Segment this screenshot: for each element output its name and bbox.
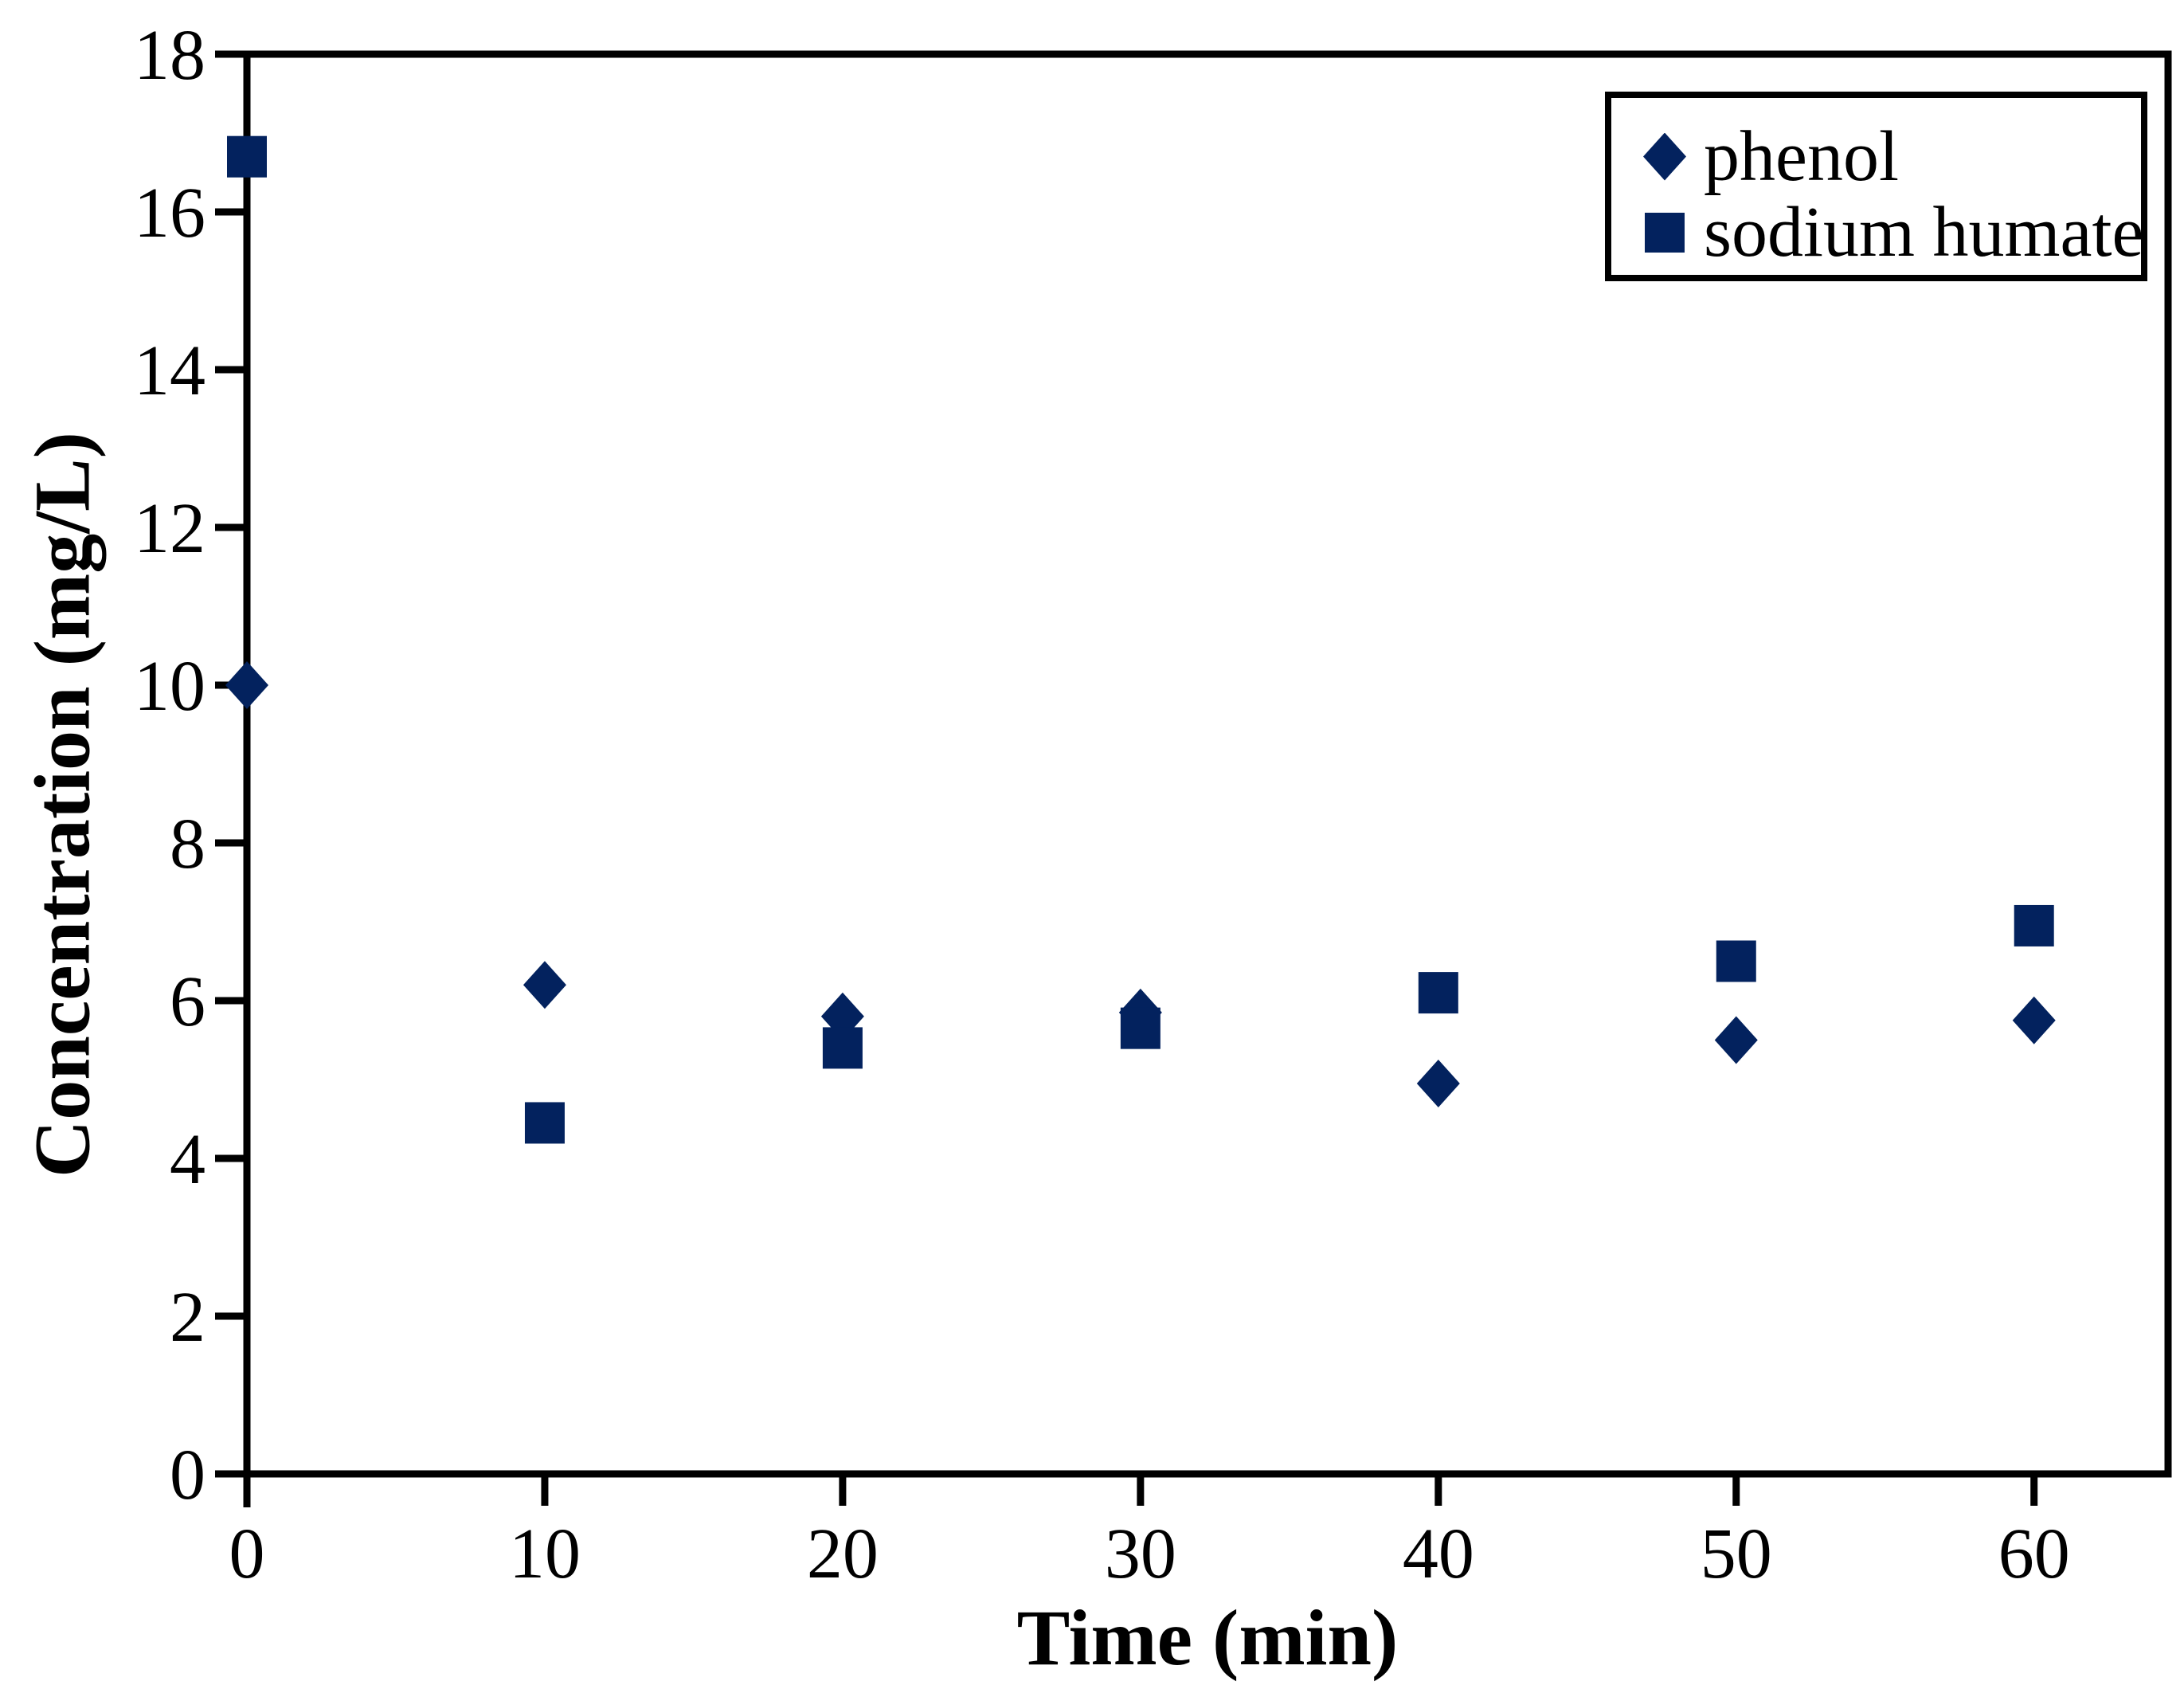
legend-label-phenol: phenol (1704, 116, 1899, 196)
y-tick-label: 10 (134, 647, 205, 726)
sodium-humate-square-marker-icon (1645, 212, 1685, 253)
x-tick-label: 40 (1403, 1515, 1474, 1593)
legend-label-sodium-humate: sodium humate (1704, 192, 2144, 272)
phenol-diamond-marker-icon (1643, 132, 1686, 181)
legend-item-sodium-humate: sodium humate (1643, 192, 2144, 272)
data-point-sodium-humate (524, 1102, 565, 1144)
data-point-phenol (2012, 996, 2056, 1044)
x-tick-label: 50 (1701, 1515, 1772, 1593)
data-point-sodium-humate (822, 1027, 863, 1069)
legend-marker-box (1643, 209, 1686, 257)
y-tick-label: 0 (170, 1436, 205, 1515)
y-tick-label: 2 (170, 1278, 205, 1357)
y-axis-title: Concentration (mg/L) (18, 432, 107, 1178)
x-tick-label: 10 (509, 1515, 581, 1593)
data-point-phenol (1416, 1059, 1460, 1107)
x-tick-label: 60 (1998, 1515, 2070, 1593)
legend: phenol sodium humate (1605, 92, 2147, 281)
data-point-sodium-humate (1120, 1007, 1160, 1049)
data-point-sodium-humate (1418, 972, 1458, 1014)
data-point-phenol (225, 661, 268, 709)
x-tick-label: 20 (807, 1515, 879, 1593)
y-tick-label: 14 (134, 331, 205, 410)
x-tick-label: 0 (229, 1515, 265, 1593)
x-axis-title: Time (min) (1016, 1593, 1399, 1682)
data-point-sodium-humate (227, 135, 267, 178)
legend-marker-box (1643, 132, 1686, 181)
y-tick-label: 16 (134, 174, 205, 253)
data-point-phenol (1714, 1016, 1758, 1064)
data-point-sodium-humate (2014, 904, 2054, 946)
y-tick-label: 12 (134, 489, 205, 568)
y-tick-label: 4 (170, 1120, 205, 1199)
data-point-sodium-humate (1716, 940, 1756, 982)
data-point-phenol (523, 961, 566, 1009)
plot-border (243, 50, 2172, 1478)
legend-item-phenol: phenol (1643, 119, 2141, 194)
y-tick-label: 8 (170, 805, 205, 884)
y-tick-label: 6 (170, 962, 205, 1041)
x-tick-label: 30 (1105, 1515, 1176, 1593)
y-tick-label: 18 (134, 16, 205, 95)
